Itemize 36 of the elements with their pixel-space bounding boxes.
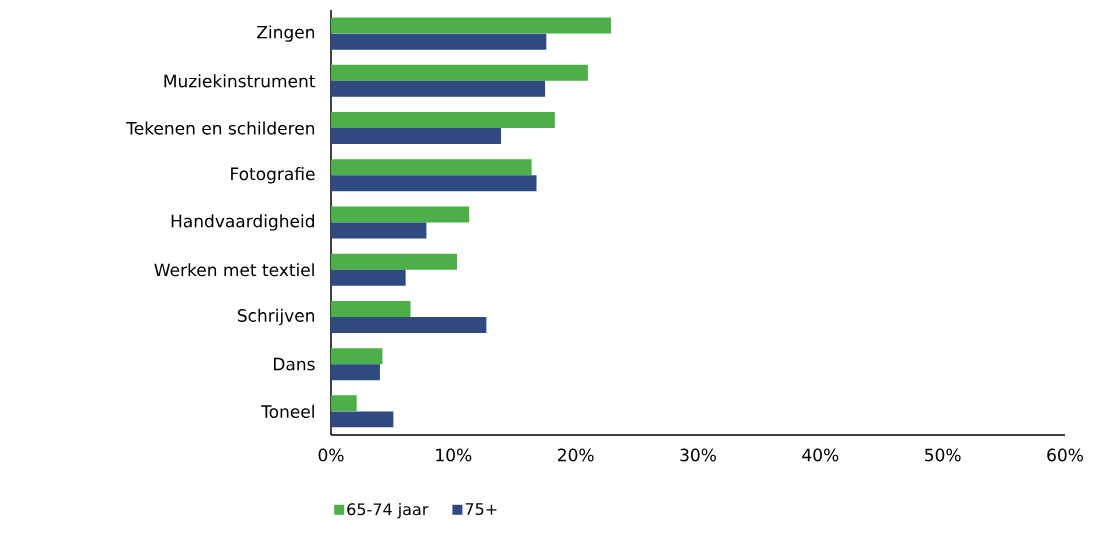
y-tick-label: Fotografie bbox=[231, 167, 315, 184]
bar bbox=[331, 222, 427, 239]
bar bbox=[331, 269, 406, 286]
x-tick-label: 20% bbox=[558, 448, 594, 462]
bar bbox=[331, 112, 555, 129]
bar bbox=[331, 395, 357, 412]
x-tick-label: 10% bbox=[436, 448, 472, 462]
bar bbox=[331, 33, 547, 50]
y-tick-label: Handvaardigheid bbox=[171, 214, 314, 231]
bar bbox=[331, 128, 502, 145]
bar bbox=[331, 17, 612, 34]
bar bbox=[331, 364, 380, 381]
x-tick-label: 0% bbox=[318, 448, 344, 462]
bar bbox=[331, 175, 537, 192]
bar bbox=[331, 300, 411, 317]
legend-label: 65-74 jaar bbox=[347, 502, 429, 519]
x-tick-label: 60% bbox=[1047, 448, 1083, 462]
bar bbox=[331, 64, 588, 81]
bar bbox=[331, 253, 458, 270]
bar bbox=[331, 159, 532, 176]
bar bbox=[331, 411, 394, 428]
y-tick-label: Schrijven bbox=[237, 308, 315, 326]
x-tick-label: 40% bbox=[802, 448, 839, 462]
y-tick-label: Werken met textiel bbox=[154, 263, 314, 277]
y-tick-label: Tekenen en schilderen bbox=[126, 121, 315, 135]
legend-label: 75+ bbox=[465, 503, 497, 516]
x-tick-label: 50% bbox=[925, 448, 961, 462]
x-tick-label: 30% bbox=[680, 448, 716, 462]
y-tick-label: Zingen bbox=[257, 25, 315, 42]
bar bbox=[331, 206, 470, 223]
bar bbox=[331, 80, 546, 97]
bar bbox=[331, 348, 383, 365]
y-tick-label: Toneel bbox=[261, 404, 314, 418]
bar bbox=[331, 316, 487, 333]
y-tick-label: Muziekinstrument bbox=[164, 74, 316, 88]
y-tick-label: Dans bbox=[273, 357, 315, 371]
